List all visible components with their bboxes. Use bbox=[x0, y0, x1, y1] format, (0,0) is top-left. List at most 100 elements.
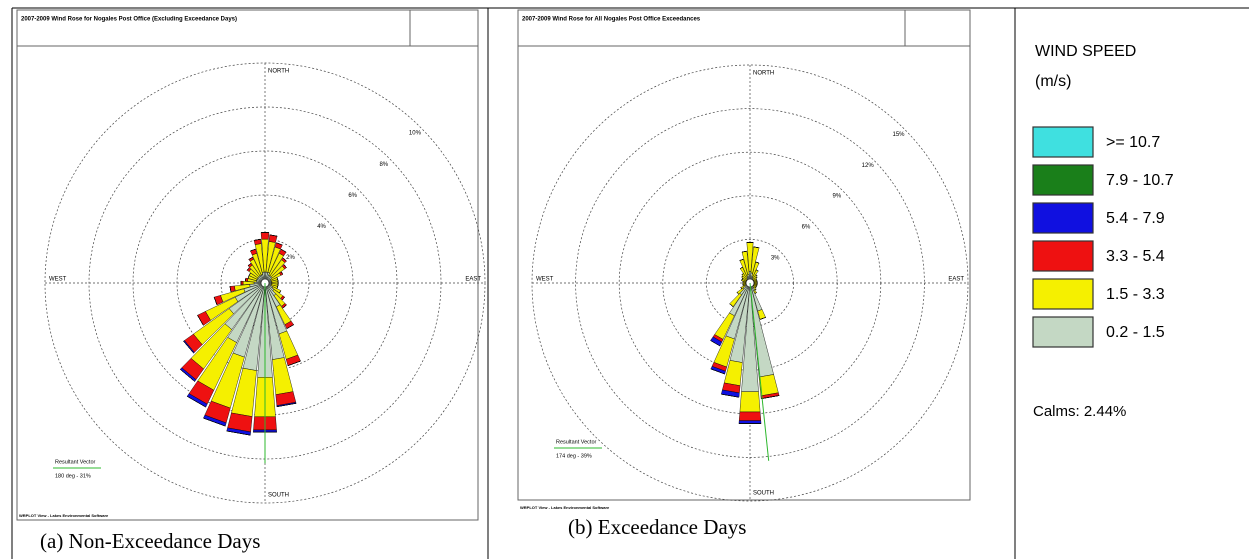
petal-segment bbox=[741, 250, 747, 253]
ring-label: 6% bbox=[802, 225, 811, 231]
caption: (a) Non-Exceedance Days bbox=[40, 529, 260, 553]
petal-segment bbox=[710, 336, 723, 347]
petal-segment bbox=[253, 238, 262, 245]
petal-segment bbox=[240, 280, 244, 286]
ring-label: 10% bbox=[409, 131, 422, 137]
ring bbox=[531, 64, 969, 502]
petal-segment bbox=[270, 284, 278, 289]
petal-segment bbox=[271, 286, 282, 294]
petal-segment bbox=[281, 257, 287, 263]
petal-segment bbox=[186, 393, 208, 408]
petal-segment bbox=[286, 324, 294, 329]
petal-segment bbox=[250, 248, 256, 252]
ring-label: 12% bbox=[862, 163, 875, 169]
chart-title: 2007-2009 Wind Rose for All Nogales Post… bbox=[522, 17, 701, 23]
calms: Calms: 2.44% bbox=[1033, 403, 1126, 420]
petal-segment bbox=[247, 275, 258, 281]
legend-label: 5.4 - 7.9 bbox=[1106, 210, 1165, 227]
petal-segment bbox=[248, 272, 259, 280]
petal-segment bbox=[752, 269, 759, 279]
ring-label: 9% bbox=[832, 194, 841, 200]
petal-segment bbox=[226, 430, 251, 436]
legend-swatch bbox=[1032, 240, 1094, 272]
petal-segment bbox=[756, 276, 758, 279]
resultant-vector bbox=[749, 282, 770, 461]
direction-label: SOUTH bbox=[268, 493, 289, 499]
ring-label: 4% bbox=[317, 224, 326, 230]
legend-label: 1.5 - 3.3 bbox=[1106, 286, 1165, 303]
direction-label: NORTH bbox=[268, 69, 289, 75]
direction-label: SOUTH bbox=[753, 491, 774, 497]
petal-segment bbox=[738, 420, 762, 424]
resultant-text: 180 deg - 31% bbox=[55, 473, 91, 479]
plot-frame bbox=[16, 9, 479, 521]
petal-segment bbox=[729, 303, 734, 307]
ring-label: 15% bbox=[892, 132, 905, 138]
petal-segment bbox=[761, 395, 780, 399]
legend-swatch bbox=[1032, 316, 1094, 348]
petal-segment bbox=[213, 295, 224, 306]
petal-segment bbox=[276, 403, 297, 407]
ring bbox=[132, 150, 398, 416]
ring-label: 2% bbox=[286, 255, 295, 261]
petal-segment bbox=[271, 281, 279, 285]
petal-segment bbox=[755, 261, 760, 264]
petal-segment bbox=[278, 248, 287, 257]
legend-swatch bbox=[1032, 164, 1094, 196]
petal-segment bbox=[753, 289, 757, 294]
petal-segment bbox=[746, 242, 754, 272]
petal-segment bbox=[285, 354, 301, 366]
caption: (b) Exceedance Days bbox=[568, 515, 746, 539]
petal-segment bbox=[179, 367, 197, 382]
petal-segment bbox=[276, 277, 278, 280]
legend-label: 3.3 - 5.4 bbox=[1106, 248, 1165, 265]
direction-label: EAST bbox=[948, 277, 964, 283]
direction-label: WEST bbox=[49, 277, 67, 283]
ring-label: 8% bbox=[379, 162, 388, 168]
petal-segment bbox=[738, 411, 762, 421]
petal-segment bbox=[247, 263, 253, 268]
legend-swatch bbox=[1032, 126, 1094, 158]
legend-title: WIND SPEED bbox=[1035, 43, 1136, 60]
petal-segment bbox=[229, 286, 232, 292]
legend-swatch bbox=[1032, 202, 1094, 234]
petal-segment bbox=[740, 287, 742, 289]
ring bbox=[176, 194, 354, 372]
petal-segment bbox=[710, 366, 726, 375]
ring-label: 3% bbox=[771, 255, 780, 261]
petal-segment bbox=[760, 317, 766, 320]
legend-label: 0.2 - 1.5 bbox=[1106, 324, 1165, 341]
resultant-label: Resultant Vector bbox=[556, 439, 597, 445]
petal-segment bbox=[752, 274, 758, 281]
direction-label: EAST bbox=[465, 277, 481, 283]
petal-segment bbox=[271, 279, 279, 283]
legend-swatch bbox=[1032, 278, 1094, 310]
petal-segment bbox=[203, 414, 227, 427]
legend-label: >= 10.7 bbox=[1106, 134, 1160, 151]
petal-segment bbox=[269, 234, 278, 237]
footer: WRPLOT View - Lakes Environmental Softwa… bbox=[19, 513, 109, 518]
petal-segment bbox=[739, 259, 744, 261]
direction-label: NORTH bbox=[753, 71, 774, 77]
petal-segment bbox=[279, 271, 284, 276]
petal-segment bbox=[246, 267, 250, 271]
legend-label: 7.9 - 10.7 bbox=[1106, 172, 1174, 189]
petal-segment bbox=[282, 296, 285, 301]
ring bbox=[44, 62, 486, 504]
resultant-text: 174 deg - 39% bbox=[556, 453, 592, 459]
petal-segment bbox=[197, 311, 211, 326]
petal-segment bbox=[276, 242, 283, 246]
petal-segment bbox=[183, 340, 195, 354]
petal-segment bbox=[739, 391, 761, 413]
ring-label: 6% bbox=[348, 193, 357, 199]
petal-segment bbox=[283, 264, 287, 268]
legend-unit: (m/s) bbox=[1035, 73, 1071, 90]
petal-segment bbox=[248, 257, 253, 260]
footer: WRPLOT View - Lakes Environmental Softwa… bbox=[520, 505, 610, 510]
petal-segment bbox=[260, 232, 270, 240]
petal-segment bbox=[741, 273, 744, 275]
petal-segment bbox=[721, 389, 740, 398]
petal-segment bbox=[245, 277, 249, 282]
petal-segment bbox=[736, 292, 739, 295]
resultant-label: Resultant Vector bbox=[55, 459, 96, 465]
